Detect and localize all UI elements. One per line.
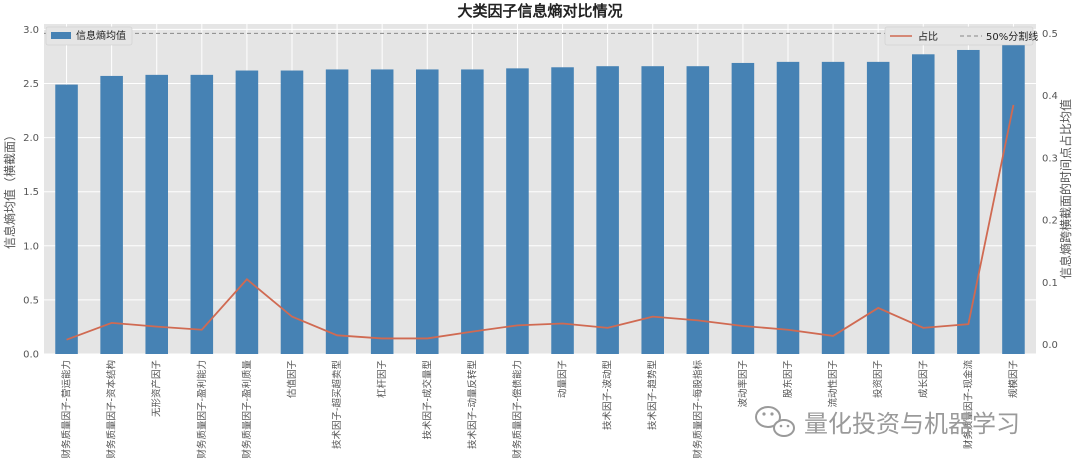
- x-tick-label: 财务质量因子-每股指标: [692, 360, 704, 459]
- x-tick-label: 财务质量因子-现金流: [962, 360, 974, 449]
- watermark: 量化投资与机器学习: [755, 406, 1020, 438]
- bars: [55, 43, 1025, 355]
- bar-7: [370, 69, 394, 354]
- x-tick-label: 投资因子: [872, 360, 884, 399]
- y-tick-label: 2.0: [23, 133, 39, 144]
- bar-13: [641, 66, 664, 355]
- x-tick-label: 技术因子-趋势型: [647, 360, 659, 430]
- x-tick-label: 财务质量因子-资本结构: [106, 360, 118, 458]
- chart-title: 大类因子信息熵对比情况: [457, 2, 622, 20]
- bar-21: [1002, 43, 1025, 355]
- legend-right: 占比 50%分割线: [884, 26, 1038, 46]
- x-tick-label: 波动率因子: [737, 360, 749, 408]
- bar-14: [686, 66, 710, 355]
- x-axis: 财务质量因子-营运能力 财务质量因子-资本结构 无形资产因子 财务质量因子-盈利能力 财…: [61, 360, 1020, 459]
- x-tick-label: 杠杆因子: [376, 360, 388, 399]
- bar-20: [957, 49, 980, 354]
- wechat-icon: [755, 406, 795, 437]
- x-tick-label: 技术因子-动量反转型: [466, 360, 478, 449]
- bar-10: [506, 68, 529, 354]
- y-axis-label: 信息熵均值（横截面）: [2, 129, 17, 249]
- x-tick-label: 流动性因子: [827, 360, 839, 408]
- y2-tick-label: 0.3: [1042, 153, 1058, 164]
- bar-18: [866, 61, 890, 355]
- bar-19: [912, 54, 935, 355]
- x-tick-label: 无形资产因子: [151, 360, 163, 418]
- watermark-text: 量化投资与机器学习: [804, 410, 1020, 438]
- x-tick-label: 成长因子: [917, 360, 929, 399]
- x-tick-label: 技术因子-波动型: [602, 360, 614, 430]
- x-tick-label: 动量因子: [558, 360, 569, 399]
- x-tick-label: 规模因子: [1007, 360, 1019, 399]
- bar-9: [461, 69, 484, 354]
- y2-tick-label: 0.2: [1042, 216, 1058, 227]
- bar-17: [821, 61, 845, 355]
- bar-0: [55, 84, 78, 355]
- legend-line-label: 占比: [918, 30, 938, 43]
- ratio-line: [66, 104, 1015, 341]
- y-tick-label: 2.5: [23, 79, 39, 90]
- x-tick-label: 技术因子-超买超卖型: [331, 360, 343, 449]
- y2-tick-label: 0.1: [1042, 278, 1058, 289]
- y2-tick-label: 0.5: [1042, 29, 1058, 40]
- x-tick-label: 股东因子: [782, 360, 794, 399]
- bar-4: [235, 70, 259, 354]
- bar-5: [280, 70, 304, 354]
- x-tick-label: 财务质量因子-盈利质量: [241, 360, 253, 459]
- bar-15: [731, 62, 755, 355]
- y-tick-label: 3.0: [23, 25, 39, 36]
- legend-hline-label: 50%分割线: [986, 30, 1038, 43]
- y-tick-label: 0.5: [23, 295, 39, 306]
- bar-1: [100, 75, 123, 355]
- x-tick-label: 估值因子: [286, 360, 298, 399]
- bar-11: [551, 67, 574, 354]
- x-tick-label: 财务质量因子-盈利能力: [196, 360, 208, 458]
- y-tick-label: 1.5: [23, 187, 39, 198]
- bar-2: [145, 74, 168, 354]
- legend-bar-label: 信息熵均值: [76, 29, 126, 42]
- ratio-line-path: [66, 104, 1015, 341]
- bar-3: [190, 74, 214, 354]
- legend-bar-swatch: [51, 32, 71, 39]
- bar-8: [416, 69, 439, 354]
- bar-12: [596, 66, 619, 355]
- x-tick-label: 财务质量因子-营运能力: [61, 360, 73, 458]
- legend-left: 信息熵均值: [45, 26, 133, 46]
- y-tick-label: 0.0: [23, 350, 39, 361]
- bar-16: [776, 61, 800, 355]
- y2-tick-label: 0.4: [1042, 91, 1058, 102]
- x-tick-label: 财务质量因子-偿债能力: [511, 360, 523, 458]
- y-axis-right: 0.0 0.1 0.2 0.3 0.4 0.5: [1042, 29, 1058, 351]
- y-axis-left: 0.0 0.5 1.0 1.5 2.0 2.5 3.0: [23, 25, 39, 361]
- y2-axis-label: 信息熵跨横截面的时间点占比均值: [1058, 99, 1073, 279]
- y2-tick-label: 0.0: [1042, 340, 1058, 351]
- y-tick-label: 1.0: [23, 241, 39, 252]
- bar-6: [325, 69, 349, 354]
- x-tick-label: 技术因子-成交量型: [421, 360, 433, 440]
